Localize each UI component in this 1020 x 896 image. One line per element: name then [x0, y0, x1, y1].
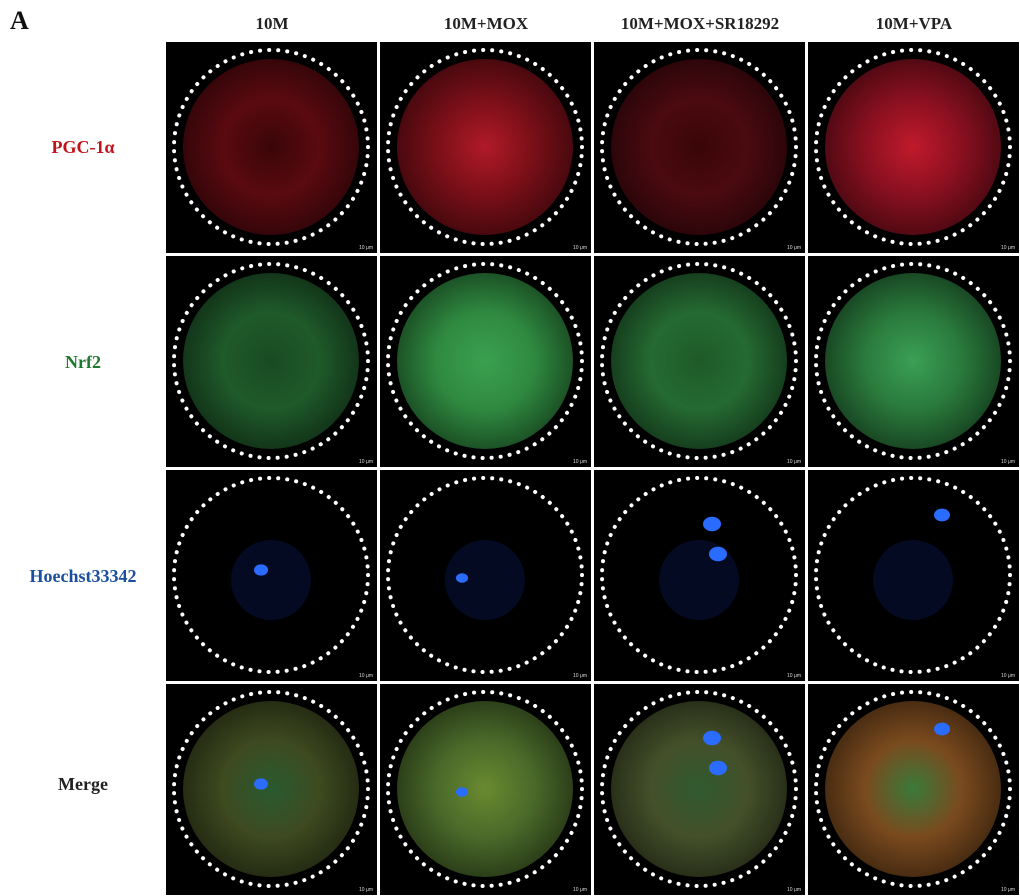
column-header: 10M+MOX+SR18292 — [620, 14, 780, 33]
micrograph-panel: 10 μm — [166, 256, 377, 467]
scale-bar-label: 10 μm — [573, 673, 587, 679]
micrograph-panel: 10 μm — [594, 256, 805, 467]
column-header: 10M+VPA — [875, 14, 953, 33]
scale-bar-label: 10 μm — [573, 887, 587, 893]
nucleus — [709, 760, 727, 776]
nucleus — [456, 573, 468, 583]
zona-outline — [814, 476, 1012, 674]
column-header: 10M+MOX — [443, 14, 529, 33]
scale-bar-label: 10 μm — [573, 459, 587, 465]
oocyte-image — [600, 476, 798, 674]
oocyte-image — [814, 262, 1012, 460]
zona-outline — [600, 262, 798, 460]
nucleus — [709, 546, 727, 562]
scale-bar-label: 10 μm — [1001, 673, 1015, 679]
scale-bar-label: 10 μm — [359, 459, 373, 465]
nucleus — [254, 778, 268, 790]
micrograph-panel: 10 μm — [380, 470, 591, 681]
scale-bar-label: 10 μm — [359, 887, 373, 893]
scale-bar-label: 10 μm — [1001, 887, 1015, 893]
nucleus — [934, 508, 950, 522]
micrograph-panel: 10 μm — [166, 42, 377, 253]
micrograph-panel: 10 μm — [808, 42, 1019, 253]
scale-bar-label: 10 μm — [1001, 459, 1015, 465]
nucleus — [254, 564, 268, 576]
oocyte-image — [600, 262, 798, 460]
oocyte-image — [386, 476, 584, 674]
scale-bar-label: 10 μm — [787, 887, 801, 893]
scale-bar-label: 10 μm — [1001, 245, 1015, 251]
row-label: Hoechst33342 — [29, 566, 137, 586]
oocyte-image — [386, 48, 584, 246]
micrograph-panel: 10 μm — [380, 256, 591, 467]
scale-bar-label: 10 μm — [787, 245, 801, 251]
column-header: 10M — [255, 14, 289, 33]
scale-bar-label: 10 μm — [573, 245, 587, 251]
zona-outline — [386, 262, 584, 460]
row-label: Nrf2 — [65, 352, 101, 372]
zona-outline — [386, 690, 584, 888]
row-label: PGC-1α — [51, 137, 115, 157]
micrograph-panel: 10 μm — [808, 470, 1019, 681]
oocyte-image — [814, 690, 1012, 888]
scale-bar-label: 10 μm — [359, 245, 373, 251]
oocyte-image — [172, 262, 370, 460]
zona-outline — [172, 690, 370, 888]
zona-outline — [386, 476, 584, 674]
oocyte-image — [814, 476, 1012, 674]
oocyte-image — [386, 262, 584, 460]
zona-outline — [600, 476, 798, 674]
oocyte-image — [600, 690, 798, 888]
micrograph-panel: 10 μm — [808, 684, 1019, 895]
zona-outline — [814, 48, 1012, 246]
scale-bar-label: 10 μm — [787, 459, 801, 465]
oocyte-image — [172, 476, 370, 674]
zona-outline — [814, 262, 1012, 460]
oocyte-image — [172, 48, 370, 246]
scale-bar-label: 10 μm — [787, 673, 801, 679]
scale-bar-label: 10 μm — [359, 673, 373, 679]
zona-outline — [600, 690, 798, 888]
oocyte-image — [600, 48, 798, 246]
micrograph-panel: 10 μm — [594, 470, 805, 681]
nucleus — [703, 516, 721, 532]
oocyte-image — [172, 690, 370, 888]
panel-letter: A — [10, 6, 29, 35]
zona-outline — [600, 48, 798, 246]
micrograph-panel: 10 μm — [594, 684, 805, 895]
zona-outline — [172, 476, 370, 674]
zona-outline — [172, 262, 370, 460]
micrograph-panel: 10 μm — [380, 684, 591, 895]
nucleus — [456, 787, 468, 797]
oocyte-image — [814, 48, 1012, 246]
micrograph-panel: 10 μm — [380, 42, 591, 253]
zona-outline — [386, 48, 584, 246]
zona-outline — [814, 690, 1012, 888]
micrograph-panel: 10 μm — [808, 256, 1019, 467]
zona-outline — [172, 48, 370, 246]
row-label: Merge — [58, 774, 108, 794]
micrograph-panel: 10 μm — [594, 42, 805, 253]
micrograph-panel: 10 μm — [166, 684, 377, 895]
nucleus — [934, 722, 950, 736]
micrograph-panel: 10 μm — [166, 470, 377, 681]
nucleus — [703, 730, 721, 746]
oocyte-image — [386, 690, 584, 888]
